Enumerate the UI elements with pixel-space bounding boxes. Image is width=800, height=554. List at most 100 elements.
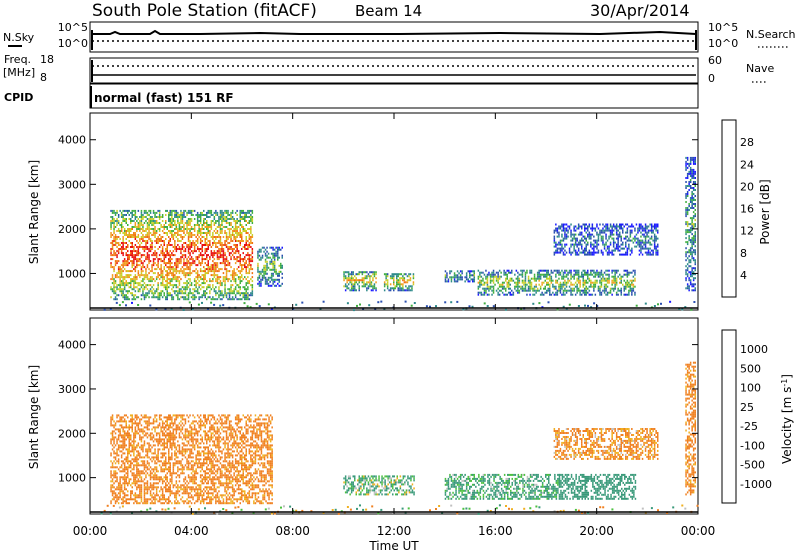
echo-cell	[631, 229, 633, 232]
echo-cell	[161, 252, 164, 255]
echo-cell	[133, 476, 135, 479]
echo-cell	[614, 277, 616, 280]
echo-cell	[203, 258, 205, 261]
echo-cell	[137, 274, 140, 277]
echo-cell	[605, 233, 607, 236]
echo-cell	[130, 418, 132, 421]
echo-cell	[219, 214, 222, 216]
echo-cell	[140, 254, 143, 257]
echo-cell	[145, 244, 147, 246]
echo-cell	[492, 279, 495, 282]
echo-cell	[116, 224, 118, 226]
echo-cell	[657, 243, 659, 246]
echo-cell	[143, 260, 146, 263]
echo-cell	[608, 291, 610, 294]
echo-cell	[165, 256, 167, 259]
echo-cell	[247, 296, 249, 299]
echo-cell	[218, 248, 220, 250]
echo-cell	[564, 243, 566, 246]
echo-cell	[209, 242, 211, 244]
clutter-cell	[322, 300, 325, 303]
echo-cell	[140, 270, 143, 273]
echo-cell	[386, 275, 389, 278]
echo-cell	[174, 228, 176, 230]
echo-cell	[152, 230, 155, 232]
echo-cell	[626, 249, 629, 252]
echo-cell	[237, 298, 240, 301]
echo-cell	[148, 272, 150, 275]
echo-cell	[117, 458, 120, 461]
echo-cell	[491, 275, 493, 278]
echo-cell	[152, 254, 155, 257]
echo-cell	[221, 294, 223, 297]
echo-cell	[110, 474, 112, 477]
echo-cell	[245, 268, 247, 271]
echo-cell	[366, 277, 368, 280]
echo-cell	[128, 502, 130, 505]
echo-cell	[273, 264, 276, 267]
echo-cell	[692, 283, 695, 286]
echo-cell	[204, 282, 206, 285]
echo-cell	[492, 275, 495, 278]
echo-cell	[122, 426, 124, 429]
echo-cell	[117, 252, 120, 255]
echo-cell	[171, 284, 173, 287]
echo-cell	[559, 243, 562, 246]
echo-cell	[125, 298, 127, 301]
echo-cell	[120, 270, 123, 273]
echo-cell	[250, 238, 252, 240]
echo-cell	[543, 287, 545, 290]
echo-cell	[689, 170, 692, 173]
echo-cell	[133, 278, 135, 281]
echo-cell	[134, 436, 137, 439]
echo-cell	[178, 288, 181, 291]
echo-cell	[386, 281, 389, 284]
echo-cell	[503, 273, 505, 276]
echo-cell	[110, 438, 112, 441]
echo-cell	[508, 287, 510, 290]
echo-cell	[585, 273, 587, 276]
echo-cell	[192, 298, 194, 301]
echo-cell	[567, 235, 569, 238]
echo-cell	[139, 226, 141, 228]
echo-cell	[174, 248, 176, 250]
echo-cell	[647, 235, 650, 238]
echo-cell	[277, 248, 279, 251]
echo-cell	[230, 214, 232, 216]
echo-cell	[626, 269, 629, 272]
echo-cell	[623, 253, 625, 256]
echo-cell	[231, 274, 234, 277]
echo-cell	[146, 218, 149, 220]
echo-cell	[212, 270, 214, 273]
echo-cell	[119, 230, 121, 232]
echo-cell	[565, 289, 568, 292]
echo-cell	[122, 260, 124, 263]
echo-cell	[125, 232, 127, 234]
echo-cell	[236, 228, 238, 230]
echo-cell	[206, 224, 208, 226]
echo-cell	[161, 276, 164, 279]
echo-cell	[644, 247, 647, 250]
echo-cell	[267, 284, 270, 287]
echo-cell	[277, 272, 279, 275]
echo-cell	[189, 224, 191, 226]
echo-cell	[556, 247, 559, 250]
echo-cell	[694, 251, 696, 254]
echo-cell	[393, 273, 395, 276]
echo-cell	[686, 263, 689, 266]
echo-cell	[539, 287, 542, 290]
echo-cell	[184, 288, 187, 291]
echo-cell	[247, 288, 249, 291]
echo-cell	[494, 275, 496, 278]
echo-cell	[612, 241, 615, 244]
echo-cell	[189, 284, 191, 287]
echo-cell	[136, 444, 138, 447]
echo-cell	[614, 269, 616, 272]
echo-cell	[585, 227, 587, 230]
echo-cell	[212, 252, 214, 255]
echo-cell	[134, 236, 137, 238]
echo-cell	[171, 226, 173, 228]
echo-cell	[594, 285, 597, 288]
echo-cell	[177, 290, 179, 293]
echo-cell	[574, 229, 577, 232]
